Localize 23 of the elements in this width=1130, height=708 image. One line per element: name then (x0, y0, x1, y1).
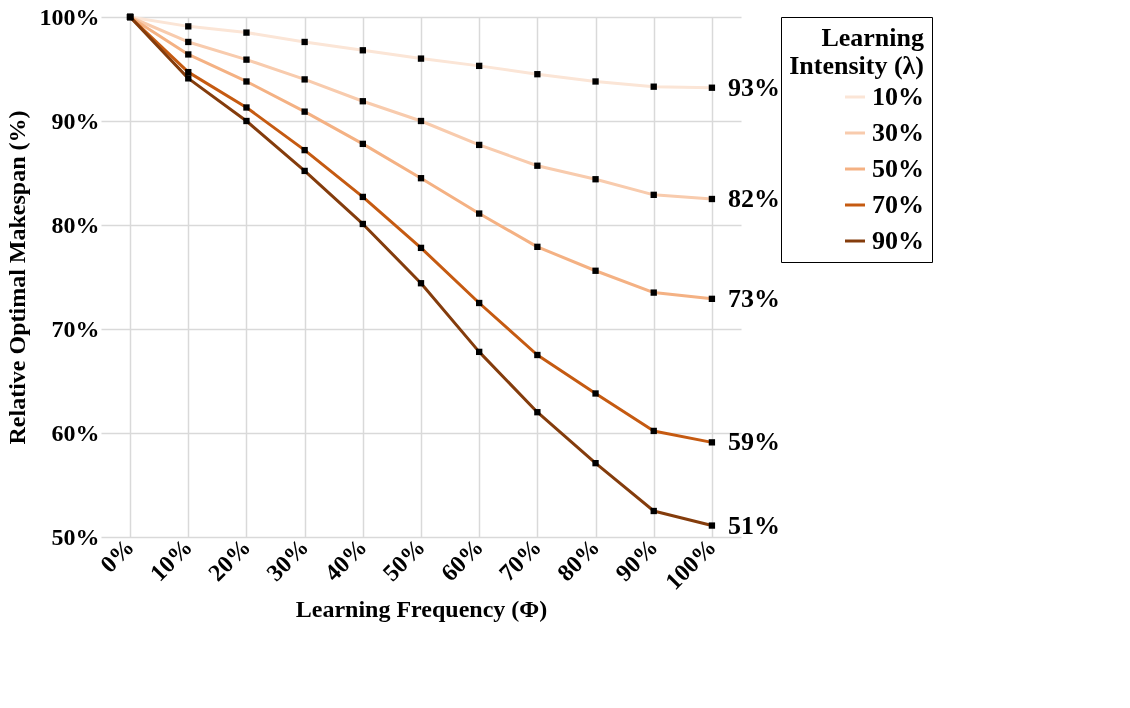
annotation: 93% (727, 72, 780, 102)
legend-title: Learning Intensity (λ) (789, 23, 924, 80)
legend-label: 10% (872, 82, 924, 111)
x-axis-title: Learning Frequency (Φ) (295, 596, 548, 623)
legend-label: 70% (872, 190, 924, 219)
y-tick-label: 80% (51, 211, 100, 238)
annotation: 73% (727, 283, 780, 313)
x-tick-label: 80% (552, 533, 605, 586)
y-tick-label: 70% (51, 315, 100, 342)
annotation: 51% (727, 510, 780, 540)
legend-label: 30% (872, 118, 924, 147)
legend-label: 90% (872, 226, 924, 255)
x-tick-label: 40% (319, 533, 372, 586)
x-tick-label: 10% (144, 533, 198, 586)
y-axis-title: Relative Optimal Makespan (%) (3, 110, 30, 445)
x-tick-label: 60% (435, 533, 489, 586)
y-tick-label: 100% (39, 3, 100, 30)
x-tick-label: 70% (494, 533, 547, 586)
y-tick-label: 90% (51, 107, 100, 134)
annotation: 82% (727, 184, 780, 213)
annotation: 59% (727, 427, 780, 457)
y-tick-label: 60% (51, 419, 100, 446)
legend-label: 50% (872, 154, 924, 183)
